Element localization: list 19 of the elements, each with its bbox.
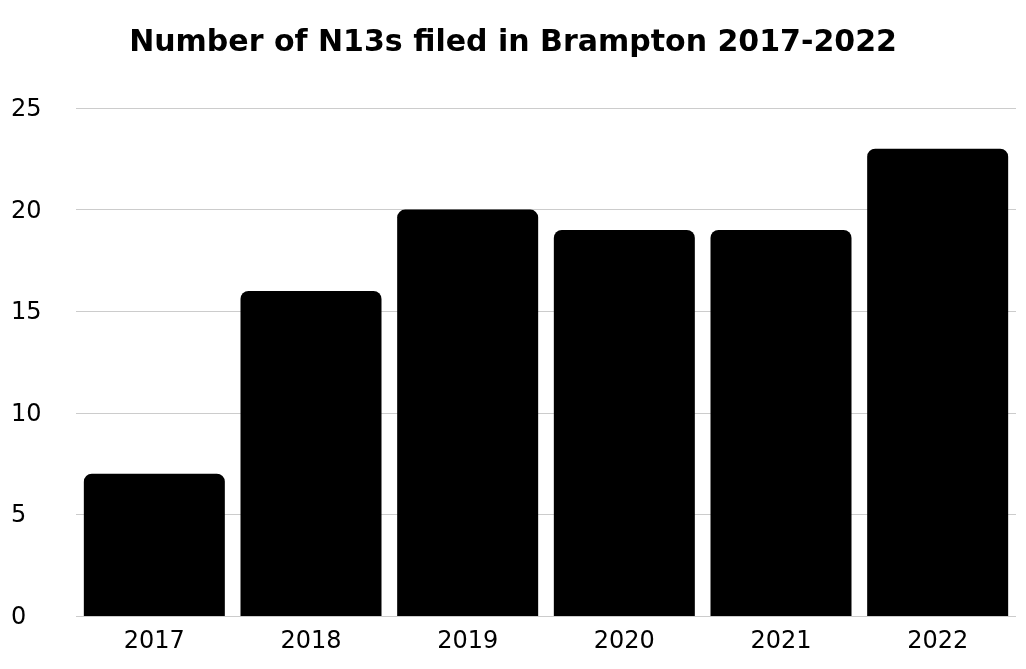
bar — [553, 229, 695, 616]
bar — [867, 148, 1009, 616]
x-tick-label: 2022 — [907, 626, 969, 654]
x-tick-label: 2021 — [750, 626, 812, 654]
y-tick-label: 15 — [11, 297, 42, 326]
y-tick-label: 5 — [11, 500, 27, 529]
bar — [83, 473, 225, 616]
bar — [710, 229, 852, 616]
x-tick-label: 2017 — [123, 626, 185, 654]
y-tick-label: 0 — [11, 602, 27, 630]
x-tick-label: 2020 — [593, 626, 655, 654]
x-tick-label: 2019 — [437, 626, 499, 654]
bar — [397, 209, 539, 616]
chart-title: Number of N13s filed in Brampton 2017-2022 — [129, 22, 897, 58]
bar — [240, 290, 382, 616]
y-tick-label: 20 — [11, 195, 42, 224]
x-tick-label: 2018 — [280, 626, 342, 654]
y-tick-label: 25 — [11, 94, 42, 122]
y-tick-label: 10 — [11, 398, 42, 427]
